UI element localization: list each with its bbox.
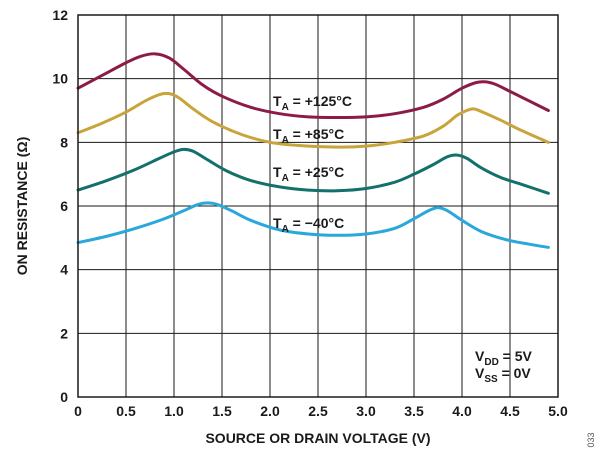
x-tick-labels: 0 0.5 1.0 1.5 2.0 2.5 3.0 3.5 4.0 4.5 5.0 — [74, 403, 568, 419]
x-tick-label: 3.5 — [404, 403, 424, 419]
series-lines — [76, 52, 550, 249]
x-tick-label: 1.5 — [212, 403, 232, 419]
x-tick-label: 5.0 — [548, 403, 568, 419]
x-tick-label: 1.0 — [164, 403, 184, 419]
series-label: TA = +85°C — [273, 126, 344, 146]
grid — [77, 14, 559, 398]
series-label: TA = −40°C — [273, 215, 344, 235]
series-labels: TA = +125°C TA = +85°C TA = +25°C TA = −40°… — [273, 93, 352, 235]
series-line — [76, 201, 550, 249]
series-label: TA = +25°C — [273, 164, 344, 184]
x-tick-label: 0 — [74, 403, 82, 419]
y-tick-labels: 0 2 4 6 8 10 12 — [52, 7, 68, 405]
y-tick-label: 2 — [60, 325, 68, 341]
x-tick-label: 4.0 — [452, 403, 472, 419]
y-tick-label: 10 — [52, 71, 68, 87]
y-tick-label: 12 — [52, 7, 68, 23]
series-line — [76, 147, 550, 195]
y-tick-label: 8 — [60, 134, 68, 150]
x-tick-label: 2.5 — [308, 403, 328, 419]
y-axis-title: ON RESISTANCE (Ω) — [14, 137, 30, 276]
x-tick-label: 0.5 — [116, 403, 136, 419]
y-tick-label: 0 — [60, 389, 68, 405]
x-tick-label: 2.0 — [260, 403, 280, 419]
x-axis-title: SOURCE OR DRAIN VOLTAGE (V) — [205, 430, 430, 446]
condition-label: VDD = 5V — [475, 348, 533, 368]
series-line — [76, 91, 550, 149]
series-line — [76, 52, 550, 119]
y-tick-label: 6 — [60, 198, 68, 214]
y-tick-label: 4 — [60, 262, 68, 278]
figure-number: 033 — [586, 432, 596, 447]
series-label: TA = +125°C — [273, 93, 352, 113]
x-tick-label: 4.5 — [500, 403, 520, 419]
condition-label: VSS = 0V — [475, 365, 531, 385]
plot-frame — [77, 14, 559, 398]
x-tick-label: 3.0 — [356, 403, 376, 419]
